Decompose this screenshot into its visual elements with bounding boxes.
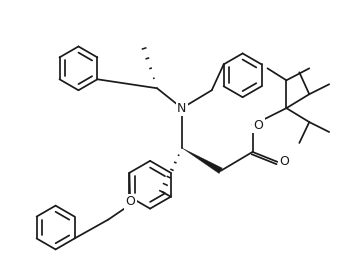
Text: O: O (254, 119, 264, 132)
Polygon shape (182, 148, 222, 174)
Text: O: O (279, 155, 289, 168)
Text: N: N (177, 102, 187, 115)
Text: O: O (125, 195, 135, 208)
